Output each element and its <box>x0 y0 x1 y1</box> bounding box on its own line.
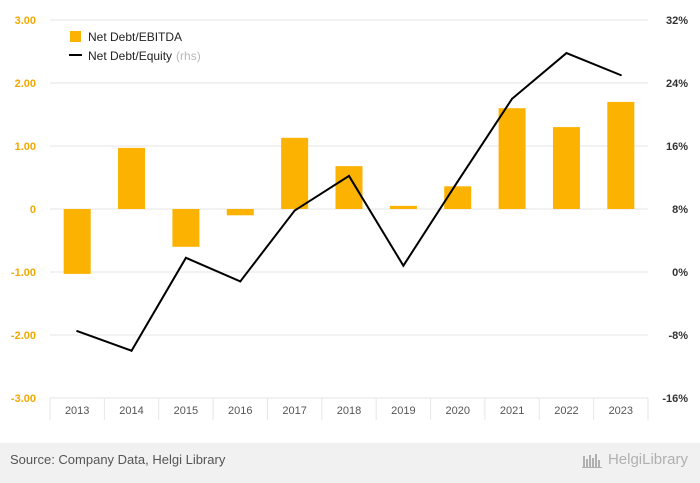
y-left-tick-label: -2.00 <box>11 330 36 342</box>
bar <box>63 209 91 274</box>
legend-label-bar: Net Debt/EBITDA <box>88 30 182 44</box>
y-right-tick-label: 24% <box>666 78 688 90</box>
source-text: Source: Company Data, Helgi Library <box>10 452 226 467</box>
bar <box>607 101 635 209</box>
footer: Source: Company Data, Helgi Library Helg… <box>0 443 700 483</box>
line-series <box>76 51 622 352</box>
x-tick-label: 2017 <box>282 405 306 417</box>
axes: 3.00 32% 2.00 24% 1.00 16% 0 8% -1.00 0% -2.00 -8% -… <box>11 15 688 417</box>
x-tick-label: 2022 <box>554 405 578 417</box>
line-point <box>619 74 622 77</box>
y-right-tick-label: 16% <box>666 141 688 153</box>
line-point <box>184 256 187 259</box>
y-right-tick-label: 0% <box>672 267 688 279</box>
bar <box>498 108 526 209</box>
x-tick-label: 2014 <box>119 405 143 417</box>
line-point <box>511 97 514 100</box>
bar <box>118 147 146 209</box>
y-right-tick-label: -16% <box>662 393 688 405</box>
grid <box>49 19 649 420</box>
bar <box>226 209 254 216</box>
legend-label-line: Net Debt/Equity <box>88 49 172 63</box>
bar <box>172 209 200 247</box>
y-right-tick-label: 8% <box>672 204 688 216</box>
line-point <box>348 174 350 177</box>
y-left-tick-label: 0 <box>30 204 36 216</box>
legend-note-rhs: (rhs) <box>176 49 201 63</box>
bar <box>389 205 417 209</box>
legend-label-line-wrap: Net Debt/Equity (rhs) <box>88 49 201 63</box>
line-point <box>293 209 296 212</box>
line-point <box>456 180 459 183</box>
legend-swatch-bar <box>70 31 81 42</box>
x-tick-label: 2023 <box>609 405 633 417</box>
brand-text: HelgiLibrary <box>607 451 688 468</box>
line-point <box>402 264 405 267</box>
x-tick-label: 2015 <box>174 405 198 417</box>
x-tick-label: 2019 <box>391 405 415 417</box>
bar <box>335 166 363 209</box>
x-tick-label: 2020 <box>445 405 469 417</box>
line-point <box>565 52 568 55</box>
line-point <box>130 349 133 352</box>
y-right-tick-label: -8% <box>668 330 688 342</box>
library-icon <box>581 453 602 468</box>
legend: Net Debt/EBITDA Net Debt/Equity (rhs) <box>69 30 201 63</box>
x-tick-label: 2016 <box>228 405 252 417</box>
bar <box>281 137 309 209</box>
y-left-tick-label: 3.00 <box>15 15 36 27</box>
y-left-tick-label: -3.00 <box>11 393 36 405</box>
y-left-tick-label: 2.00 <box>15 78 36 90</box>
x-tick-label: 2021 <box>500 405 524 417</box>
bar <box>552 127 580 209</box>
x-tick-label: 2018 <box>337 405 361 417</box>
line-point <box>239 280 242 283</box>
y-left-tick-label: 1.00 <box>15 141 36 153</box>
y-right-tick-label: 32% <box>666 15 688 27</box>
brand-logo: HelgiLibrary <box>581 451 688 468</box>
bars <box>63 101 635 274</box>
y-left-tick-label: -1.00 <box>11 267 36 279</box>
chart: 3.00 32% 2.00 24% 1.00 16% 0 8% -1.00 0% -2.00 -8% -… <box>11 15 688 420</box>
x-tick-label: 2013 <box>65 405 89 417</box>
line-point <box>76 330 79 333</box>
